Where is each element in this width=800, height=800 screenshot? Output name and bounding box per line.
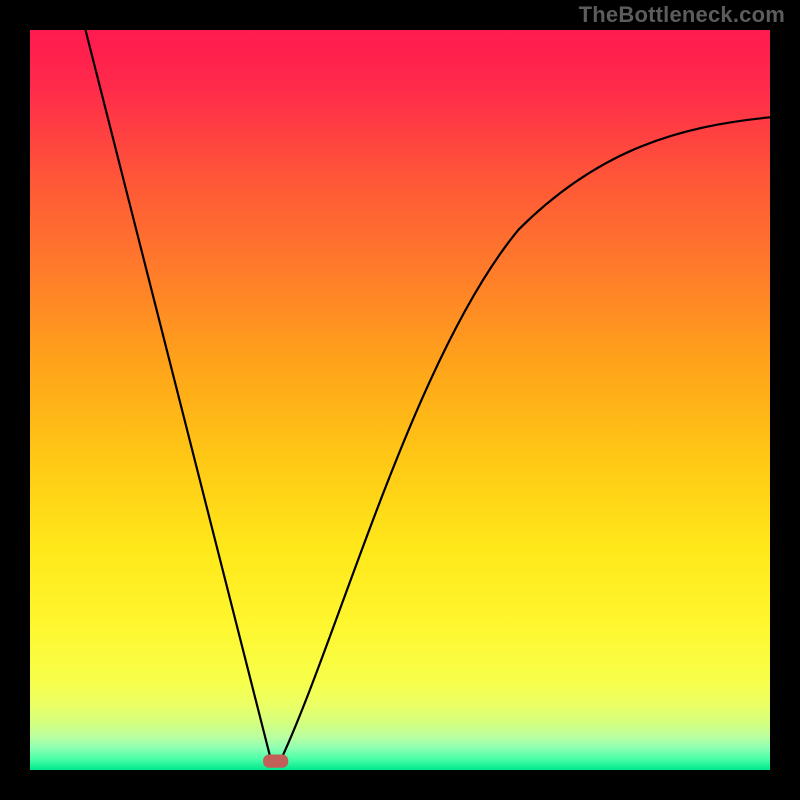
watermark-text: TheBottleneck.com	[579, 2, 785, 28]
plot-area	[30, 30, 770, 770]
chart-container: TheBottleneck.com	[0, 0, 800, 800]
plot-svg	[30, 30, 770, 770]
min-marker	[263, 754, 288, 767]
